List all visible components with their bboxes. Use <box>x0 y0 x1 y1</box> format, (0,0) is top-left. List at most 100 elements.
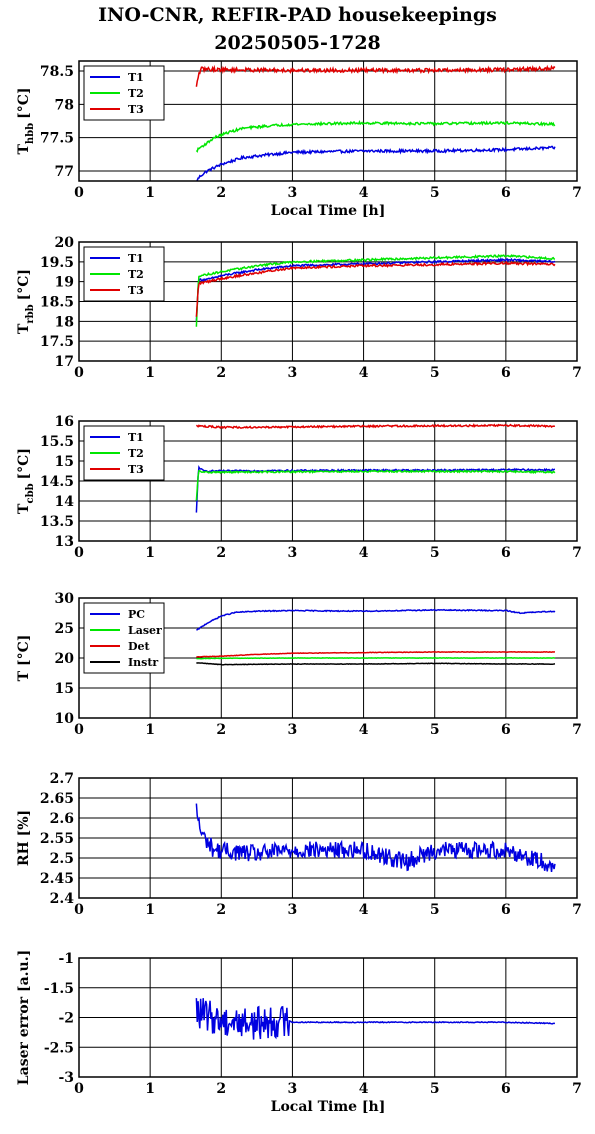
x-tick-label: 7 <box>572 185 582 201</box>
x-tick-label: 5 <box>430 545 440 561</box>
x-tick-label: 7 <box>572 722 582 738</box>
y-axis-label: Tcbb [°C] <box>16 448 36 514</box>
y-tick-label: 13.5 <box>40 514 74 530</box>
x-tick-label: 1 <box>145 722 155 738</box>
chart-panel-4: 0 1 2 3 4 5 6 7 10 15 20 25 30 T [°C] PC Laser Det Instr <box>16 591 582 738</box>
y-tick-label: 10 <box>55 711 75 727</box>
plot-frame <box>78 60 578 182</box>
y-tick-label: 78 <box>55 97 74 113</box>
legend-label: PC <box>128 608 145 621</box>
x-tick-label: 2 <box>216 545 226 561</box>
y-tick-label: -3 <box>58 1070 74 1086</box>
series-line-t2 <box>195 469 556 501</box>
y-axis-label-unit: [°C] <box>16 269 32 300</box>
x-tick-label: 0 <box>74 365 84 381</box>
x-tick-label: 4 <box>359 1081 369 1097</box>
plot-frame <box>78 241 578 362</box>
x-tick-label: 0 <box>74 545 84 561</box>
series-line-instr <box>196 661 556 666</box>
y-tick-label: -2.5 <box>44 1040 74 1056</box>
y-axis-label-main: T [°C] <box>16 635 32 682</box>
legend-label: T3 <box>128 463 144 476</box>
series-line-laser <box>196 657 556 660</box>
y-tick-label: 77.5 <box>40 131 74 147</box>
x-tick-label: 5 <box>430 1081 440 1097</box>
y-tick-label: -1 <box>58 951 74 967</box>
x-tick-label: 3 <box>288 722 298 738</box>
series-line-data <box>195 998 556 1040</box>
x-tick-label: 5 <box>430 185 440 201</box>
x-tick-label: 0 <box>74 1081 84 1097</box>
x-tick-label: 3 <box>288 365 298 381</box>
series-line-data <box>195 803 556 873</box>
y-tick-label: 2.7 <box>50 771 74 787</box>
x-tick-label: 2 <box>216 185 226 201</box>
y-axis-label: RH [%] <box>16 810 32 866</box>
plot-frame <box>78 420 578 542</box>
y-axis-label-main: Laser error [a.u.] <box>16 950 32 1085</box>
y-axis-label-subscript: cbb <box>25 483 36 503</box>
legend-label: T3 <box>128 103 144 116</box>
y-tick-label: 13 <box>55 534 74 550</box>
legend-label: Det <box>128 640 151 653</box>
y-axis-label-main: T <box>16 323 32 334</box>
x-tick-label: 1 <box>145 1081 155 1097</box>
x-tick-label: 6 <box>501 902 511 918</box>
legend-label: T1 <box>128 71 144 84</box>
x-tick-label: 4 <box>359 545 369 561</box>
legend: T1 T2 T3 <box>83 65 165 121</box>
x-tick-label: 1 <box>145 365 155 381</box>
y-tick-label: -1.5 <box>44 981 74 997</box>
x-tick-label: 5 <box>430 722 440 738</box>
x-tick-label: 1 <box>145 545 155 561</box>
series-line-t3 <box>195 64 556 87</box>
y-tick-label: 2.55 <box>40 831 74 847</box>
series-line-t3 <box>195 423 556 430</box>
y-axis-label-subscript: hbb <box>25 123 36 144</box>
legend-label: T1 <box>128 252 144 265</box>
y-tick-label: 25 <box>55 621 74 637</box>
x-tick-label: 5 <box>430 902 440 918</box>
x-tick-label: 4 <box>359 185 369 201</box>
y-axis-label: Laser error [a.u.] <box>16 950 32 1085</box>
y-tick-label: 30 <box>55 591 75 607</box>
x-tick-label: 0 <box>74 185 84 201</box>
y-axis-label-unit: [°C] <box>16 448 32 479</box>
y-tick-label: 18.5 <box>40 295 74 311</box>
x-tick-label: 3 <box>288 545 298 561</box>
y-axis-label: T [°C] <box>16 635 32 682</box>
y-tick-label: 15 <box>55 681 74 697</box>
series-line-t2 <box>195 253 556 327</box>
y-tick-label: 18 <box>55 314 74 330</box>
legend-label: Laser <box>128 624 162 637</box>
series-line-pc <box>196 608 556 631</box>
legend-label: T3 <box>128 284 144 297</box>
chart-panel-6: 0 1 2 3 4 5 6 7 -3 -2.5 -2 -1.5 -1 Local Time [h] Lase… <box>16 950 582 1115</box>
plot-frame <box>78 597 578 719</box>
series-line-t1 <box>195 465 555 513</box>
x-tick-label: 1 <box>145 185 155 201</box>
legend: PC Laser Det Instr <box>83 602 165 674</box>
y-tick-label: 2.5 <box>50 851 74 867</box>
y-tick-label: 2.45 <box>40 871 74 887</box>
x-tick-label: 4 <box>359 902 369 918</box>
x-tick-label: 7 <box>572 902 582 918</box>
legend-label: T2 <box>128 87 144 100</box>
x-tick-label: 2 <box>216 365 226 381</box>
y-axis-label: Trbb [°C] <box>16 269 36 334</box>
x-tick-label: 3 <box>288 1081 298 1097</box>
x-tick-label: 6 <box>501 1081 511 1097</box>
plot-frame <box>78 777 578 899</box>
series-line-t3 <box>195 260 556 317</box>
y-tick-label: 17 <box>55 354 74 370</box>
x-tick-label: 3 <box>288 185 298 201</box>
y-tick-label: 19 <box>55 275 74 291</box>
chart-panel-5: 0 1 2 3 4 5 6 7 2.4 2.45 2.5 2.55 2.6 2.65 2.7 RH [%] <box>16 771 582 918</box>
x-axis-label: Local Time [h] <box>271 1099 386 1115</box>
y-tick-label: 16 <box>55 414 74 430</box>
x-tick-label: 2 <box>216 722 226 738</box>
y-tick-label: 2.6 <box>50 811 74 827</box>
y-tick-label: 20 <box>55 651 75 667</box>
